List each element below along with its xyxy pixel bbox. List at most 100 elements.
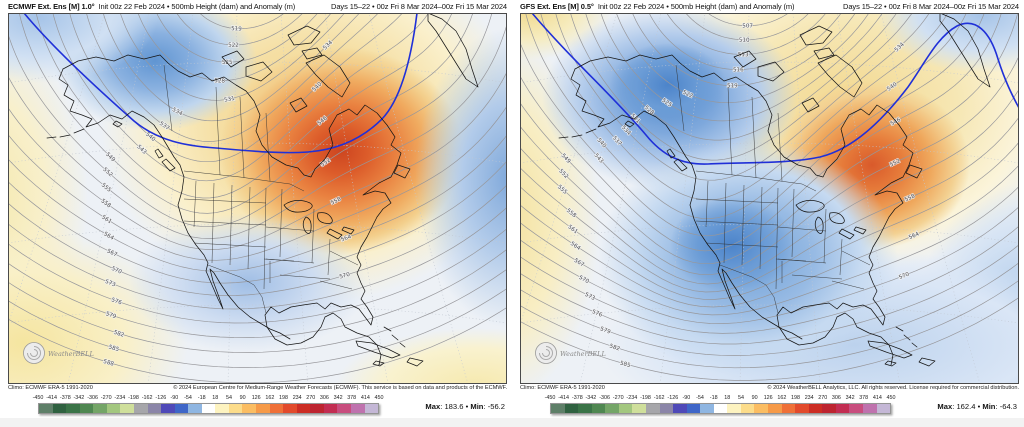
height-contours bbox=[520, 13, 1019, 381]
colorbar-segment bbox=[228, 404, 243, 413]
svg-text:564: 564 bbox=[908, 231, 921, 241]
colorbar-segment bbox=[740, 404, 755, 413]
map-footer-row: Climo: ECMWF ERA-5 1991-2020 © 2024 Euro… bbox=[8, 385, 507, 391]
colorbar-tick: -90 bbox=[682, 395, 691, 401]
svg-text:528: 528 bbox=[214, 78, 225, 84]
colorbar-segment bbox=[551, 404, 565, 413]
valid-period-label: Days 15–22 • 00z Fri 8 Mar 2024–00z Fri … bbox=[331, 2, 507, 11]
colorbar-tick: -414 bbox=[46, 395, 57, 401]
max-label: Max bbox=[937, 402, 953, 411]
colorbar-tick: -90 bbox=[170, 395, 179, 401]
map-border bbox=[8, 13, 507, 384]
svg-text:558: 558 bbox=[330, 196, 343, 206]
max-value: 183.6 bbox=[444, 402, 464, 411]
colorbar-tick: -342 bbox=[73, 395, 85, 401]
colorbar-segment bbox=[133, 404, 148, 413]
anomaly-shading bbox=[8, 13, 507, 384]
colorbar-segment bbox=[862, 404, 877, 413]
colorbar-tick: -414 bbox=[558, 395, 569, 401]
svg-text:567: 567 bbox=[106, 248, 119, 258]
colorbar-segment bbox=[323, 404, 338, 413]
colorbar-segment bbox=[713, 404, 728, 413]
colorbar-tick: 450 bbox=[374, 395, 384, 401]
svg-text:507: 507 bbox=[742, 24, 753, 30]
colorbar-tick: 126 bbox=[251, 395, 261, 401]
colorbar-tick: -198 bbox=[640, 395, 651, 401]
colorbar-segment bbox=[795, 404, 809, 413]
colorbar-tick-labels: -450 -414 -378 -342 -306 -270 -234 -198 -162 -126… bbox=[545, 395, 896, 402]
colorbar-segment bbox=[781, 404, 796, 413]
colorbar-tick: 198 bbox=[279, 395, 288, 401]
colorbar-tick: 414 bbox=[360, 395, 370, 401]
anomaly-colorbar bbox=[38, 403, 379, 414]
colorbar-tick: -162 bbox=[141, 395, 153, 401]
svg-text:510: 510 bbox=[739, 38, 750, 44]
colorbar-segment bbox=[876, 404, 891, 413]
svg-text:588: 588 bbox=[102, 359, 114, 368]
svg-text:585: 585 bbox=[108, 344, 120, 353]
separator-dot: • bbox=[977, 402, 981, 411]
svg-text:519: 519 bbox=[727, 83, 738, 89]
svg-text:519: 519 bbox=[231, 26, 242, 33]
colorbar-segment bbox=[849, 404, 863, 413]
svg-text:579: 579 bbox=[599, 326, 612, 335]
max-label: Max bbox=[425, 402, 441, 411]
colorbar-segment bbox=[754, 404, 768, 413]
colorbar-segment bbox=[591, 404, 606, 413]
svg-text:513: 513 bbox=[738, 52, 749, 58]
weatherbell-logo: WeatherBELL bbox=[535, 342, 606, 364]
min-label: Min bbox=[982, 402, 996, 411]
svg-text:522: 522 bbox=[228, 43, 239, 49]
colorbar-tick: -270 bbox=[612, 395, 624, 401]
colorbar-tick: -342 bbox=[585, 395, 597, 401]
svg-text:516: 516 bbox=[733, 67, 744, 73]
colorbar-segment bbox=[66, 404, 80, 413]
svg-text:582: 582 bbox=[609, 343, 621, 352]
svg-text:558: 558 bbox=[904, 193, 917, 203]
svg-text:579: 579 bbox=[105, 311, 117, 320]
svg-text:582: 582 bbox=[113, 330, 125, 339]
colorbar-segment bbox=[79, 404, 94, 413]
logo-text: WeatherBELL bbox=[48, 350, 94, 358]
height-contours bbox=[8, 13, 507, 384]
map-title-ecmwf: ECMWF Ext. Ens [M] 1.0° Init 00z 22 Feb … bbox=[8, 0, 507, 13]
map-footer-row: Climo: ECMWF ERA-5 1991-2020 © 2024 Weat… bbox=[520, 385, 1019, 391]
colorbar-tick: 342 bbox=[845, 395, 855, 401]
svg-text:552: 552 bbox=[889, 158, 901, 168]
colorbar-segment bbox=[283, 404, 297, 413]
svg-text:573: 573 bbox=[584, 292, 597, 302]
colorbar-segment bbox=[120, 404, 134, 413]
colorbar-tick: 270 bbox=[306, 395, 316, 401]
colorbar-tick: -198 bbox=[128, 395, 139, 401]
colorbar-segment bbox=[215, 404, 229, 413]
colorbar-segment bbox=[727, 404, 741, 413]
colorbar-segment bbox=[147, 404, 162, 413]
colorbar-tick: 18 bbox=[724, 395, 731, 401]
anomaly-colorbar bbox=[550, 403, 891, 414]
max-min-readout: Max: 162.4 • Min: -64.3 bbox=[937, 402, 1017, 411]
colorbar-tick: 378 bbox=[347, 395, 357, 401]
colorbar-segment bbox=[632, 404, 646, 413]
colorbar-tick: 270 bbox=[818, 395, 828, 401]
colorbar-tick: -18 bbox=[709, 395, 718, 401]
colorbar-tick: 306 bbox=[831, 395, 841, 401]
colorbar-tick-labels: -450 -414 -378 -342 -306 -270 -234 -198 -162 -126… bbox=[33, 395, 384, 402]
colorbar-segment bbox=[835, 404, 850, 413]
valid-period-label: Days 15–22 • 00z Fri 8 Mar 2024–00z Fri … bbox=[843, 2, 1019, 11]
highlight-contour-line bbox=[23, 13, 418, 154]
forecast-map-gfs: 507 510 513 516 519 522 525 528 531 534 537 540 543 5… bbox=[520, 13, 1019, 384]
colorbar-tick: 90 bbox=[239, 395, 246, 401]
colorbar-tick: -234 bbox=[114, 395, 126, 401]
init-and-field-label: Init 00z 22 Feb 2024 • 500mb Height (dam… bbox=[98, 2, 296, 11]
colorbar-tick: 378 bbox=[859, 395, 869, 401]
svg-text:585: 585 bbox=[619, 360, 631, 369]
colorbar-tick: 90 bbox=[751, 395, 758, 401]
colorbar-tick: -126 bbox=[667, 395, 679, 401]
svg-text:573: 573 bbox=[104, 279, 117, 289]
max-value: 162.4 bbox=[956, 402, 976, 411]
panel-ecmwf: ECMWF Ext. Ens [M] 1.0° Init 00z 22 Feb … bbox=[8, 0, 507, 414]
copyright-label: © 2024 WeatherBELL Analytics, LLC. All r… bbox=[767, 385, 1019, 391]
colorbar-segment bbox=[659, 404, 674, 413]
colorbar-segment bbox=[174, 404, 189, 413]
map-title-gfs: GFS Ext. Ens [M] 0.5° Init 00z 22 Feb 20… bbox=[520, 0, 1019, 13]
